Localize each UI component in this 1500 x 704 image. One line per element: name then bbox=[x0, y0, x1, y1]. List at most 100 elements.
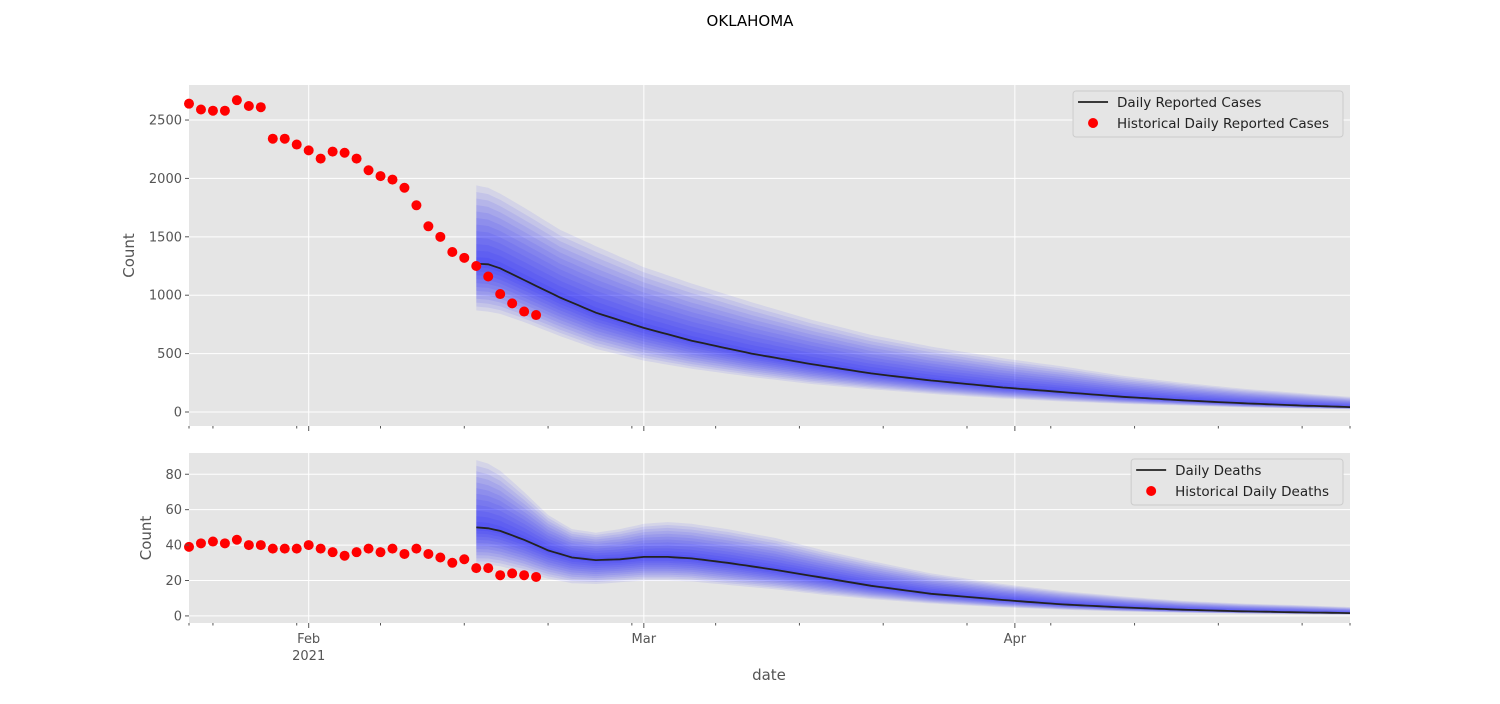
deaths-historical-point bbox=[351, 547, 362, 558]
cases-forecast-band bbox=[476, 205, 1350, 409]
deaths-y-tick-label: 80 bbox=[165, 468, 182, 483]
deaths-forecast-band bbox=[476, 476, 1350, 615]
cases-historical-point bbox=[399, 182, 410, 193]
cases-forecast-band bbox=[476, 211, 1350, 409]
deaths-x-ticks bbox=[188, 623, 1351, 628]
cases-historical-point bbox=[255, 102, 266, 113]
deaths-forecast-band bbox=[476, 488, 1350, 614]
cases-y-tick-label: 2000 bbox=[149, 172, 182, 187]
deaths-y-tick-label: 20 bbox=[165, 574, 182, 589]
cases-forecast-band bbox=[476, 257, 1350, 408]
deaths-legend-box bbox=[1130, 458, 1344, 506]
deaths-historical-point bbox=[375, 547, 386, 558]
cases-historical-point bbox=[231, 95, 242, 106]
deaths-historical-point bbox=[531, 571, 542, 582]
cases-forecast-band bbox=[476, 185, 1350, 410]
cases-y-tick-label: 1500 bbox=[149, 230, 182, 245]
deaths-historical-point bbox=[339, 550, 350, 561]
deaths-historical-point bbox=[255, 540, 266, 551]
deaths-forecast-band bbox=[476, 482, 1350, 614]
cases-forecast-band bbox=[476, 218, 1350, 409]
deaths-historical-point bbox=[243, 540, 254, 551]
deaths-forecast-band bbox=[476, 471, 1350, 615]
cases-forecast-band bbox=[476, 192, 1350, 409]
cases-historical-point bbox=[243, 101, 254, 112]
deaths-legend-marker-swatch bbox=[1146, 486, 1157, 496]
cases-historical-point bbox=[459, 252, 470, 263]
cases-historical-point bbox=[291, 139, 302, 150]
cases-historical-point bbox=[363, 165, 374, 176]
deaths-legend-label-forecast: Daily Deaths bbox=[1175, 463, 1261, 479]
x-axis-label: date bbox=[752, 666, 786, 684]
cases-historical-point bbox=[303, 145, 314, 156]
deaths-historical-point bbox=[471, 563, 482, 574]
figure-title: OKLAHOMA bbox=[707, 12, 795, 30]
cases-legend-label-forecast: Daily Reported Cases bbox=[1117, 95, 1261, 111]
deaths-historical-point bbox=[507, 568, 518, 579]
cases-historical-point bbox=[207, 105, 218, 116]
x-tick-label: Apr bbox=[1004, 632, 1027, 647]
cases-gridlines bbox=[189, 85, 1350, 426]
cases-historical-point bbox=[423, 221, 434, 232]
deaths-y-axis: 0 20 40 60 80 bbox=[165, 468, 189, 624]
deaths-historical-point bbox=[447, 557, 458, 568]
x-tick-label: Mar bbox=[632, 632, 657, 647]
deaths-historical-point bbox=[279, 543, 290, 554]
cases-y-tick-label: 0 bbox=[174, 405, 182, 420]
deaths-y-tick-label: 0 bbox=[174, 609, 182, 624]
deaths-historical-point bbox=[519, 570, 530, 581]
cases-historical-point bbox=[279, 133, 290, 144]
x-axis-tick-labels: Feb 2021 Mar Apr bbox=[292, 632, 1027, 664]
deaths-historical-point bbox=[459, 554, 470, 565]
cases-forecast-band bbox=[476, 224, 1350, 409]
cases-legend: Daily Reported Cases Historical Daily Re… bbox=[1072, 90, 1344, 138]
cases-y-axis: 0 500 1000 1500 2000 2500 bbox=[149, 114, 189, 420]
cases-y-axis-label: Count bbox=[120, 233, 138, 278]
cases-historical-points bbox=[184, 95, 542, 321]
cases-forecast-band bbox=[476, 237, 1350, 408]
deaths-historical-point bbox=[411, 543, 422, 554]
cases-legend-marker-swatch bbox=[1088, 118, 1099, 128]
cases-forecast-band bbox=[476, 244, 1350, 408]
cases-historical-point bbox=[219, 105, 230, 116]
deaths-forecast-band bbox=[476, 465, 1350, 615]
deaths-forecast-band bbox=[476, 493, 1350, 614]
deaths-historical-point bbox=[184, 541, 194, 552]
deaths-historical-point bbox=[195, 538, 206, 549]
cases-historical-point bbox=[411, 200, 422, 211]
cases-historical-point bbox=[339, 147, 350, 158]
cases-legend-label-historical: Historical Daily Reported Cases bbox=[1117, 116, 1329, 132]
deaths-y-tick-label: 40 bbox=[165, 539, 182, 554]
cases-historical-point bbox=[267, 133, 278, 144]
deaths-historical-point bbox=[267, 543, 278, 554]
deaths-y-axis-label: Count bbox=[137, 516, 155, 561]
deaths-panel: 0 20 40 60 80 Count Daily Deaths Historical … bbox=[137, 453, 1351, 628]
cases-y-tick-label: 1000 bbox=[149, 289, 182, 304]
cases-historical-point bbox=[387, 174, 398, 185]
cases-historical-point bbox=[531, 310, 542, 321]
deaths-historical-point bbox=[435, 552, 446, 563]
cases-historical-point bbox=[375, 171, 386, 182]
deaths-legend-label-historical: Historical Daily Deaths bbox=[1175, 484, 1329, 500]
cases-legend-box bbox=[1072, 90, 1344, 138]
cases-forecast-band bbox=[476, 231, 1350, 408]
cases-y-tick-label: 2500 bbox=[149, 114, 182, 129]
deaths-y-tick-label: 60 bbox=[165, 503, 182, 518]
cases-y-tick-label: 500 bbox=[157, 347, 182, 362]
cases-historical-point bbox=[483, 271, 494, 282]
cases-plot-area bbox=[189, 85, 1350, 426]
deaths-forecast-band bbox=[476, 510, 1350, 614]
deaths-historical-point bbox=[387, 543, 398, 554]
cases-historical-point bbox=[507, 298, 518, 309]
deaths-historical-point bbox=[399, 548, 410, 559]
cases-historical-point bbox=[184, 98, 194, 109]
cases-x-ticks bbox=[188, 426, 1351, 431]
cases-historical-point bbox=[519, 306, 530, 317]
cases-historical-point bbox=[327, 146, 338, 157]
cases-historical-point bbox=[351, 153, 362, 164]
cases-historical-point bbox=[435, 231, 446, 242]
deaths-historical-point bbox=[495, 570, 506, 581]
deaths-historical-point bbox=[363, 543, 374, 554]
